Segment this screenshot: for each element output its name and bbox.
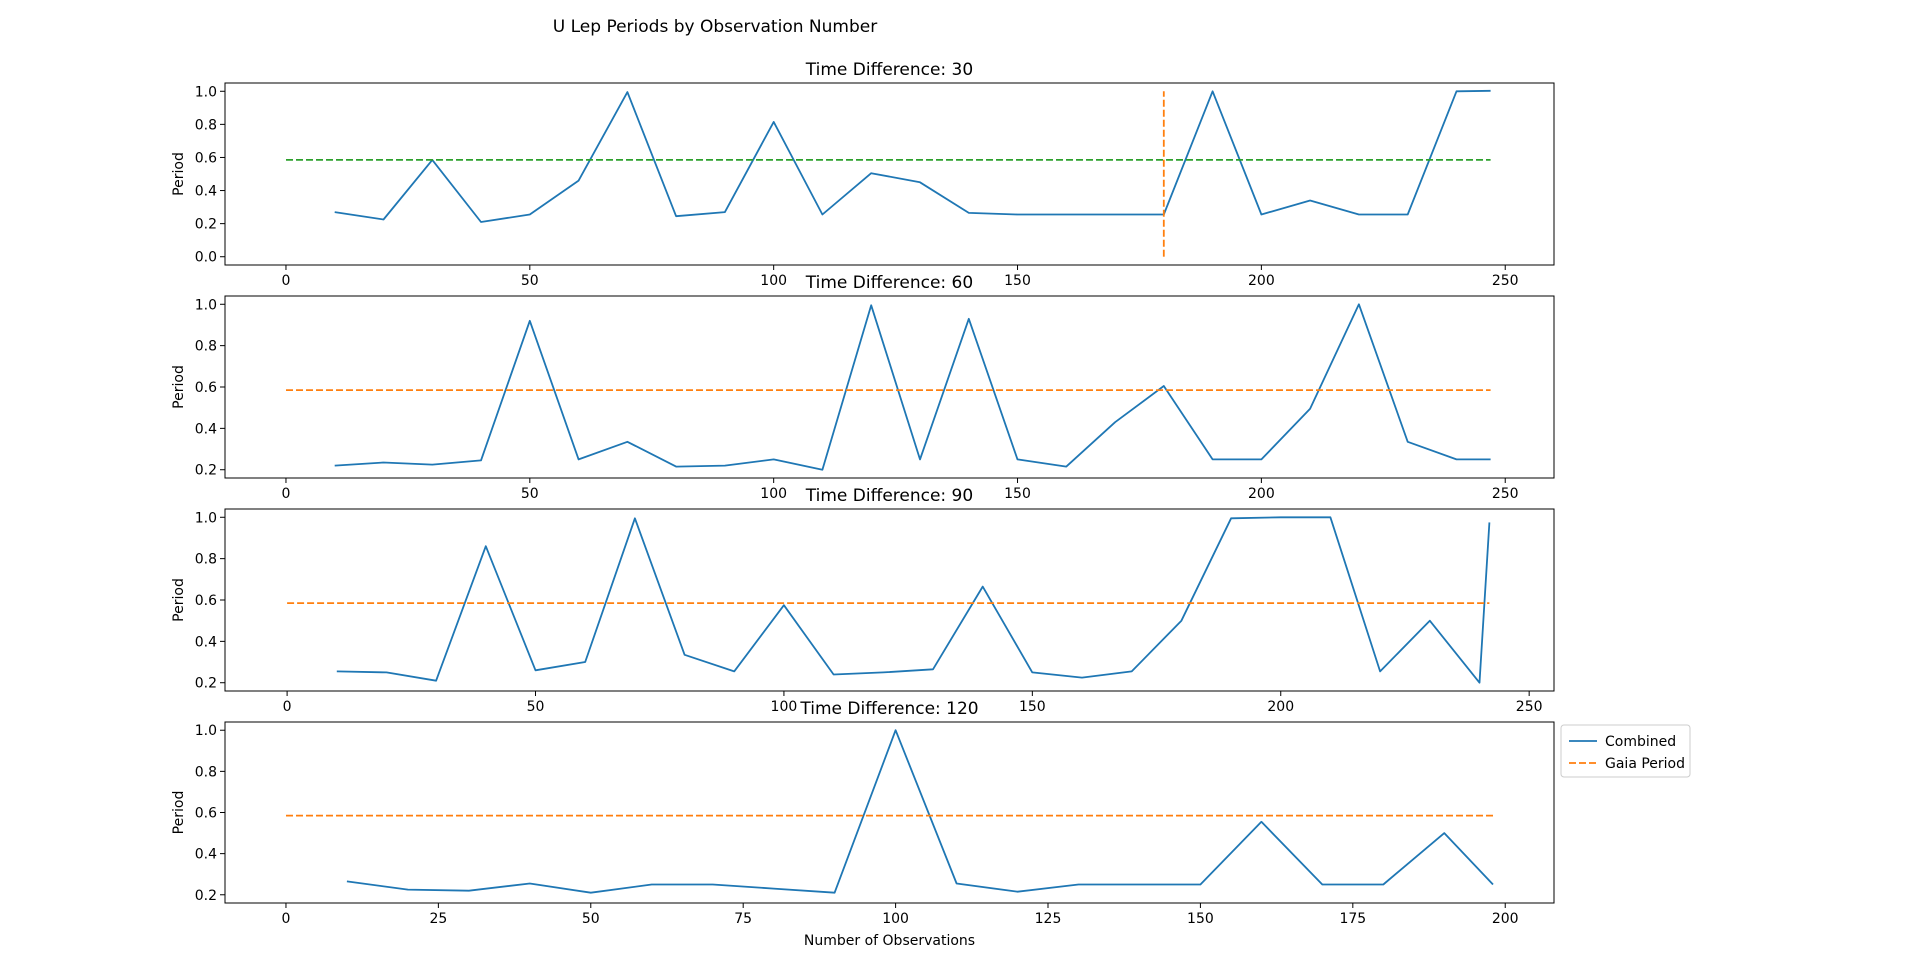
x-tick-label: 250 [1492,273,1519,289]
x-tick-label: 200 [1267,699,1294,715]
y-tick-label: 0.2 [195,463,217,479]
combined-line [336,516,1491,684]
y-tick-label: 0.8 [195,764,217,780]
y-tick-label: 1.0 [195,723,217,739]
x-tick-label: 100 [760,486,787,502]
y-tick-label: 0.4 [195,847,217,863]
combined-line [346,729,1494,894]
y-axis-label: Period [171,578,187,622]
figure-title: U Lep Periods by Observation Number [553,17,877,37]
x-tick-label: 0 [282,273,291,289]
y-tick-label: 0.4 [195,421,217,437]
x-tick-label: 150 [1004,486,1031,502]
panel-title: Time Difference: 60 [805,273,973,293]
y-tick-label: 1.0 [195,510,217,526]
x-tick-label: 50 [582,911,600,927]
y-tick-label: 0.2 [195,217,217,233]
x-tick-label: 50 [527,699,545,715]
y-tick-label: 0.8 [195,117,217,133]
panel-1: Time Difference: 30 Period 0 50 100 150 200 250… [171,60,1555,289]
y-tick-label: 0.0 [195,250,217,266]
x-tick-label: 50 [521,273,539,289]
x-tick-label: 175 [1339,911,1366,927]
x-tick-label: 0 [282,486,291,502]
y-tick-label: 0.2 [195,676,217,692]
y-axis-label: Period [171,365,187,409]
axes-frame [224,508,1555,692]
x-tick-label: 150 [1004,273,1031,289]
y-tick-label: 0.6 [195,150,217,166]
legend-box [1560,724,1691,778]
combined-line [334,303,1491,471]
combined-line [334,89,1491,223]
x-tick-label: 200 [1492,911,1519,927]
x-tick-label: 200 [1248,486,1275,502]
x-tick-label: 250 [1516,699,1543,715]
x-axis-label: Number of Observations [804,933,975,949]
x-tick-label: 150 [1019,699,1046,715]
panel-title: Time Difference: 120 [799,699,978,719]
y-tick-label: 0.8 [195,339,217,355]
axes-frame [224,295,1555,479]
y-axis-label: Period [171,152,187,196]
x-tick-label: 250 [1492,486,1519,502]
x-tick-label: 150 [1187,911,1214,927]
axes-frame [224,82,1555,266]
panel-4: Time Difference: 120 Period Number of Obse… [171,699,1555,949]
x-tick-label: 0 [283,699,292,715]
x-tick-label: 75 [734,911,752,927]
legend-label: Combined [1605,734,1676,750]
x-tick-label: 0 [282,911,291,927]
y-tick-label: 0.6 [195,380,217,396]
y-tick-label: 0.6 [195,806,217,822]
x-tick-label: 125 [1035,911,1062,927]
x-tick-label: 200 [1248,273,1275,289]
panel-title: Time Difference: 30 [805,60,973,80]
panel-2: Time Difference: 60 Period 0 50 100 150 200 250… [171,273,1555,502]
axes-frame [224,721,1555,904]
y-tick-label: 0.4 [195,184,217,200]
y-tick-label: 0.2 [195,888,217,904]
y-tick-label: 1.0 [195,84,217,100]
y-tick-label: 0.8 [195,552,217,568]
x-tick-label: 100 [882,911,909,927]
y-tick-label: 0.6 [195,593,217,609]
panel-title: Time Difference: 90 [805,486,973,506]
y-tick-label: 0.4 [195,634,217,650]
legend: Combined Gaia Period [1560,724,1691,778]
x-tick-label: 50 [521,486,539,502]
x-tick-label: 100 [760,273,787,289]
x-tick-label: 100 [771,699,798,715]
y-tick-label: 1.0 [195,297,217,313]
y-axis-label: Period [171,791,187,835]
legend-label: Gaia Period [1605,756,1685,772]
panel-3: Time Difference: 90 Period 0 50 100 150 200 250… [171,486,1555,715]
x-tick-label: 25 [429,911,447,927]
